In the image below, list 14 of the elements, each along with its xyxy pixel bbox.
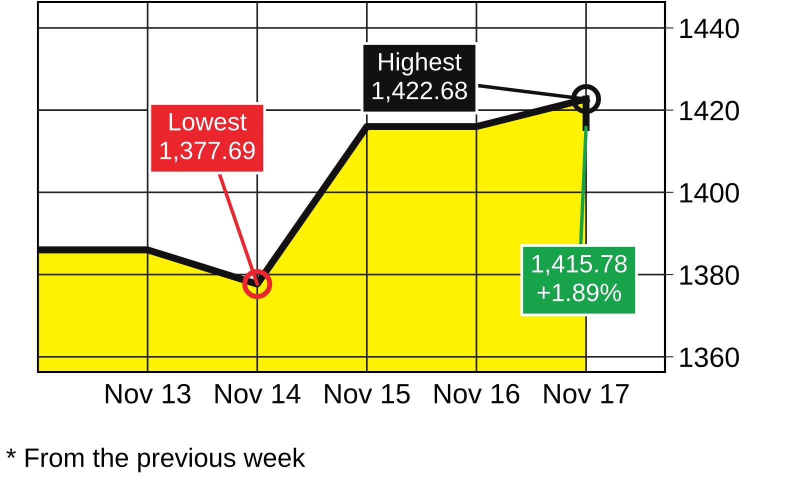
x-tick-label: Nov 16: [434, 384, 520, 404]
annotation: 1,415.78 +1.89%: [532, 254, 627, 302]
y-tick-label: 1400: [680, 183, 739, 203]
annotation: Lowest 1,377.69: [160, 113, 255, 162]
x-tick-label: Nov 13: [106, 384, 190, 404]
x-tick-label: Nov 14: [216, 384, 300, 404]
y-tick-label: 1360: [680, 347, 739, 368]
x-tick-label: Nov 17: [544, 384, 629, 404]
y-tick-label: 1440: [680, 18, 739, 38]
y-tick-label: 1380: [680, 265, 739, 285]
x-tick-label: Nov 15: [325, 384, 410, 404]
y-tick-label: 1420: [680, 100, 739, 120]
annotation: Highest 1,422.68: [372, 52, 467, 102]
text: * From the previous week: [6, 448, 306, 472]
